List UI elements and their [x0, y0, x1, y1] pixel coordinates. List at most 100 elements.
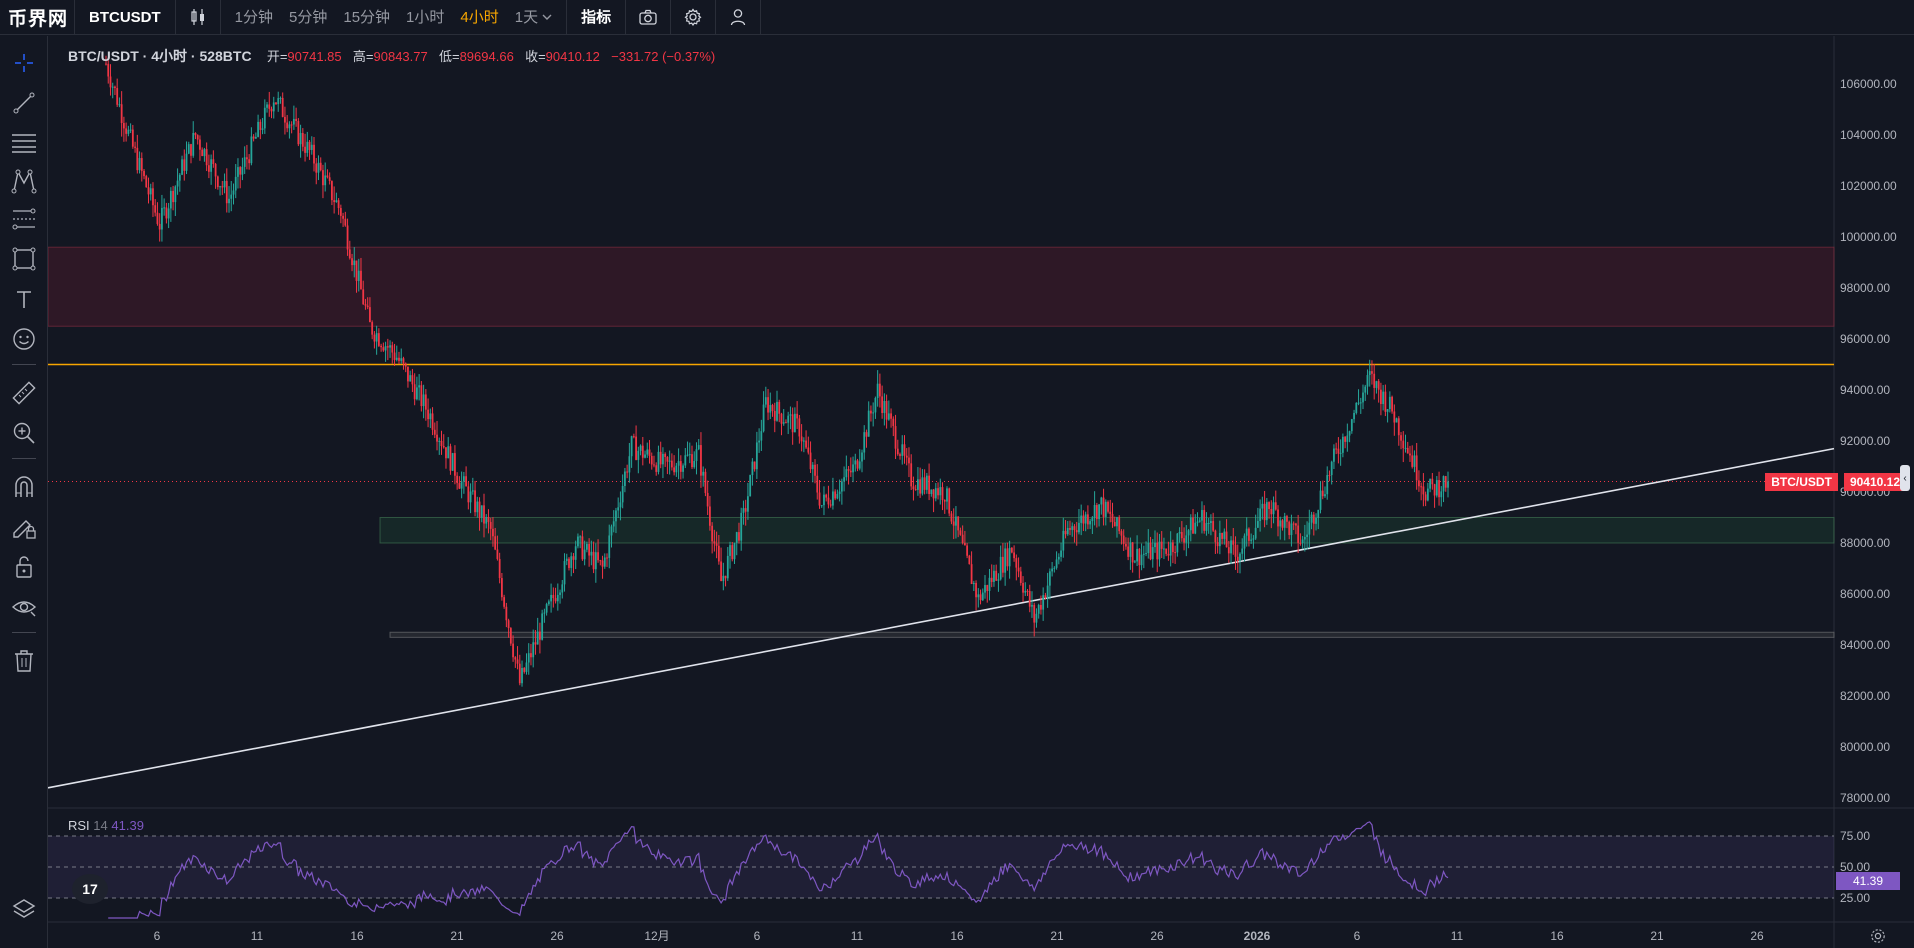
- timeframe-5m[interactable]: 5分钟: [289, 8, 328, 26]
- time-axis-label: 26: [1150, 929, 1164, 943]
- candle-body: [785, 422, 787, 424]
- lock-draw-icon[interactable]: [0, 510, 48, 544]
- candle-body: [165, 207, 168, 219]
- candle-body: [847, 469, 850, 471]
- emoji-icon[interactable]: [0, 322, 48, 356]
- lock-icon[interactable]: [0, 550, 48, 584]
- user-icon[interactable]: [716, 0, 760, 35]
- candle-body: [1286, 516, 1288, 522]
- candle-body: [863, 432, 866, 453]
- candle-body: [1053, 567, 1056, 569]
- price-axis-label: 96000.00: [1840, 332, 1890, 346]
- candle-body: [1102, 497, 1105, 517]
- candle-body: [990, 577, 993, 582]
- candle-body: [433, 429, 436, 435]
- candle-body: [539, 631, 541, 640]
- price-axis-label: 102000.00: [1840, 179, 1897, 193]
- timeframe-4h[interactable]: 4小时: [460, 8, 499, 26]
- candle-body: [210, 159, 213, 172]
- layers-icon[interactable]: [0, 892, 48, 926]
- candle-body: [284, 116, 286, 123]
- candle-body: [688, 454, 691, 456]
- candle-body: [266, 104, 268, 108]
- candle-body: [825, 494, 828, 498]
- rectangle-icon[interactable]: [0, 242, 48, 276]
- candle-body: [1138, 548, 1141, 566]
- candle-body: [632, 436, 635, 438]
- candle-body: [630, 436, 633, 457]
- candle-body: [805, 440, 807, 448]
- magnet-icon[interactable]: [0, 470, 48, 504]
- candle-body: [1413, 455, 1416, 467]
- candle-body: [829, 504, 832, 506]
- camera-icon[interactable]: [626, 0, 670, 35]
- toolbar-divider: [74, 0, 75, 35]
- fib-icon[interactable]: [0, 202, 48, 236]
- pattern-icon[interactable]: [0, 164, 48, 198]
- candle-body: [342, 215, 344, 219]
- candle-body: [648, 449, 651, 456]
- candle-body: [899, 454, 901, 456]
- text-icon[interactable]: [0, 282, 48, 316]
- timeframe-1m[interactable]: 1分钟: [234, 8, 274, 26]
- candle-body: [1239, 553, 1241, 561]
- candle-body: [755, 442, 758, 470]
- candle-body: [149, 188, 152, 195]
- candle-body: [122, 123, 125, 129]
- legend-symbol[interactable]: BTC/USDT · 4小时 · 528BTC: [68, 48, 252, 64]
- candle-body: [1429, 478, 1432, 489]
- candle-body: [695, 449, 698, 461]
- candle-body: [588, 543, 591, 556]
- candle-body: [706, 492, 709, 507]
- gear-icon[interactable]: [671, 0, 715, 35]
- candle-body: [1167, 553, 1170, 556]
- candle-body: [908, 457, 910, 464]
- candle-body: [243, 157, 246, 167]
- toolbar-divider: [760, 0, 762, 35]
- candle-body: [1391, 396, 1393, 412]
- candle-body: [939, 487, 942, 496]
- candle-body: [832, 491, 834, 506]
- indicators-button[interactable]: 指标: [581, 8, 612, 26]
- candle-body: [749, 475, 752, 497]
- zoom-icon[interactable]: [0, 416, 48, 450]
- candle-body: [1393, 411, 1396, 423]
- candle-body: [1151, 547, 1154, 560]
- candle-body: [923, 477, 926, 490]
- candle-body: [1185, 535, 1188, 543]
- candle-body: [496, 549, 499, 559]
- candle-body: [1290, 523, 1293, 536]
- app-logo[interactable]: 币界网: [8, 8, 69, 30]
- trendline-icon[interactable]: [0, 86, 48, 120]
- candle-body: [270, 108, 273, 112]
- candle-body: [1178, 532, 1181, 534]
- candle-body: [619, 502, 622, 508]
- trash-icon[interactable]: [0, 644, 48, 678]
- price-scale-handle[interactable]: ‹: [1900, 465, 1910, 491]
- candle-body: [498, 558, 501, 579]
- horizontal-lines-icon[interactable]: [0, 126, 48, 160]
- timeframe-1d-dropdown[interactable]: 1天: [507, 0, 560, 35]
- toolbar-divider: [12, 364, 36, 365]
- candle-body: [1080, 515, 1083, 523]
- rsi-legend[interactable]: RSI 14 41.39: [68, 818, 144, 833]
- candle-body: [471, 490, 474, 492]
- symbol-selector[interactable]: BTCUSDT: [89, 8, 161, 26]
- crosshair-icon[interactable]: [0, 46, 48, 80]
- candle-body: [1192, 517, 1194, 534]
- eye-icon[interactable]: [0, 590, 48, 624]
- timeframe-1h[interactable]: 1小时: [406, 8, 445, 26]
- candle-body: [568, 558, 570, 568]
- ruler-icon[interactable]: [0, 376, 48, 410]
- chart-settings-icon[interactable]: [1866, 924, 1890, 948]
- candle-body: [172, 190, 174, 203]
- time-axis-label: 6: [154, 929, 161, 943]
- candle-body: [310, 144, 313, 150]
- candle-body: [1297, 525, 1300, 543]
- candle-body: [407, 366, 409, 382]
- tradingview-logo[interactable]: 17: [72, 874, 108, 904]
- candle-body: [729, 545, 731, 556]
- timeframe-15m[interactable]: 15分钟: [343, 8, 391, 26]
- candles-icon[interactable]: [176, 0, 220, 35]
